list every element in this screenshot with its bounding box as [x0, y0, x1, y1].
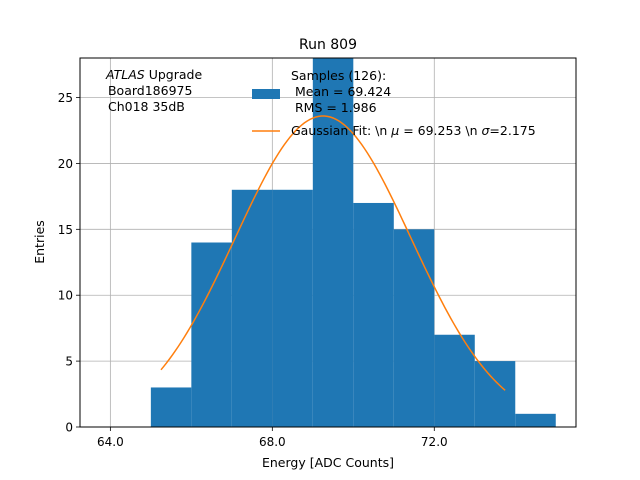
atlas-annotation: ATLAS Upgrade Board186975 Ch018 35dB: [104, 67, 202, 114]
y-tick-label: 15: [58, 223, 73, 237]
legend-hist-swatch: [252, 89, 280, 99]
histogram-bar: [515, 413, 556, 427]
histogram-bar: [474, 361, 516, 427]
x-axis-ticks: 64.0 68.0 72.0: [97, 427, 448, 449]
x-tick-label: 64.0: [97, 435, 124, 449]
histogram-bars: [150, 58, 556, 427]
y-tick-label: 0: [65, 421, 73, 435]
plot-frame: [79, 57, 577, 428]
y-tick-label: 20: [58, 157, 73, 171]
legend: Samples (126): Mean = 69.424 RMS = 1.986…: [252, 68, 536, 138]
histogram-bar: [231, 189, 273, 427]
x-tick-label: 72.0: [421, 435, 448, 449]
svg-text:ATLAS Upgrade: ATLAS Upgrade: [105, 67, 202, 82]
y-axis-label: Entries: [32, 220, 47, 264]
y-tick-label: 25: [58, 91, 73, 105]
legend-hist-line3: RMS = 1.986: [291, 100, 377, 115]
x-axis-label: Energy [ADC Counts]: [262, 455, 394, 470]
histogram-bar: [353, 202, 394, 427]
y-axis-ticks: 0 5 10 15 20 25: [58, 91, 80, 435]
histogram-bar: [312, 58, 354, 427]
atlas-label: ATLAS: [105, 67, 145, 82]
legend-fit-label: Gaussian Fit: \n μ = 69.253 \n σ=2.175: [291, 123, 536, 138]
histogram-bar: [272, 189, 313, 427]
upgrade-label: Upgrade: [145, 67, 203, 82]
x-tick-label: 68.0: [259, 435, 286, 449]
y-tick-label: 5: [65, 355, 73, 369]
histogram-bar: [393, 229, 435, 427]
board-label: Board186975: [104, 83, 192, 98]
channel-label: Ch018 35dB: [104, 99, 185, 114]
chart-title: Run 809: [299, 37, 357, 53]
gaussian-fit-line: [160, 115, 506, 391]
legend-hist-line2: Mean = 69.424: [291, 84, 391, 99]
histogram-bar: [150, 387, 192, 427]
y-tick-label: 10: [58, 289, 73, 303]
histogram-bar: [191, 242, 232, 427]
legend-hist-line1: Samples (126):: [291, 68, 386, 83]
histogram-bar: [434, 334, 475, 427]
